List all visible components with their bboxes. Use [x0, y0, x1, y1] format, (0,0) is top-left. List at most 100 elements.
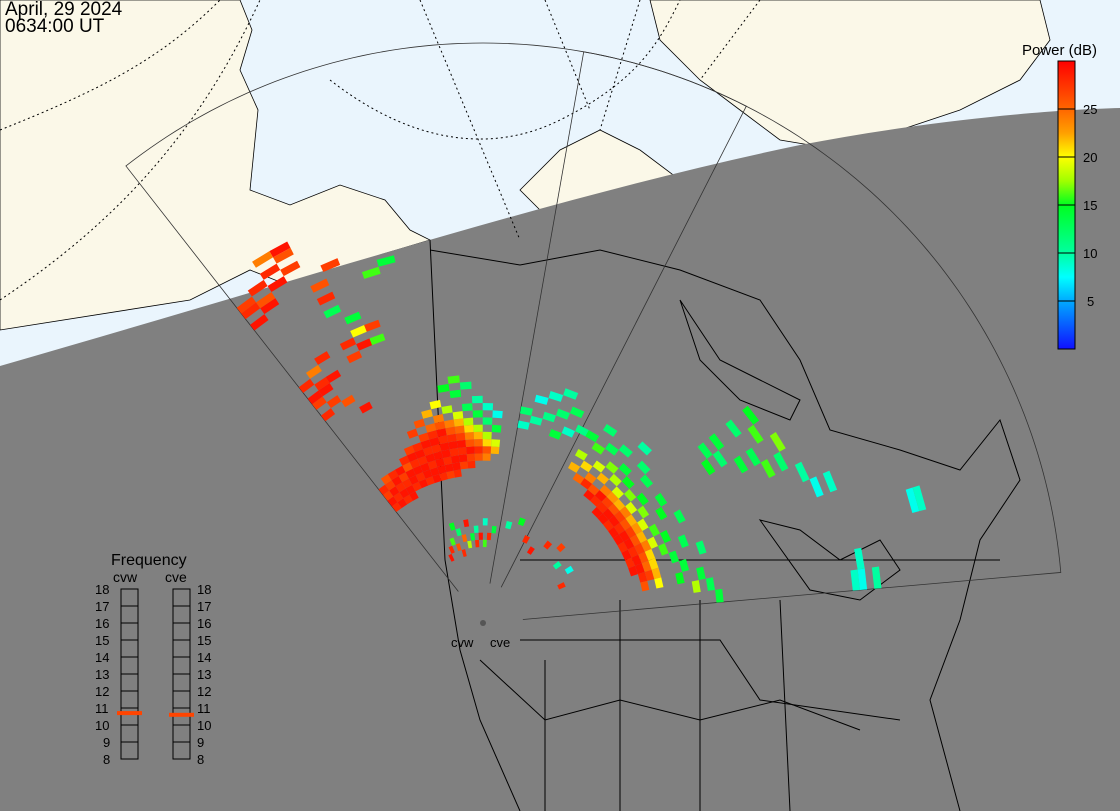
- echo-cell: [809, 476, 824, 498]
- echo-cell: [486, 532, 492, 541]
- frequency-tick-label: 16: [95, 616, 109, 631]
- echo-cell: [350, 325, 367, 338]
- echo-cell: [439, 472, 449, 481]
- echo-cell: [314, 351, 331, 365]
- echo-cell: [441, 405, 453, 415]
- echo-cell: [456, 439, 467, 449]
- frequency-tick-label: 14: [197, 650, 211, 665]
- echo-cell: [492, 410, 503, 419]
- echo-cell: [393, 492, 404, 503]
- echo-cell: [236, 296, 257, 314]
- echo-cell: [405, 484, 416, 495]
- echo-cell: [406, 452, 418, 463]
- echo-cell: [414, 449, 426, 459]
- colorbar-tick-label: 15: [1083, 198, 1097, 213]
- radar-field-of-view: [125, 42, 1062, 620]
- echo-cell: [602, 508, 615, 520]
- echo-cell: [651, 567, 662, 580]
- echo-cell: [623, 538, 635, 550]
- echo-cell: [905, 487, 920, 513]
- echo-cell: [561, 426, 576, 438]
- echo-cell: [391, 475, 403, 487]
- echo-cell: [482, 431, 492, 440]
- echo-cell: [408, 475, 419, 485]
- echo-cell: [320, 258, 341, 273]
- frequency-tick-label: 16: [197, 616, 211, 631]
- echo-cell: [461, 403, 473, 412]
- echo-cell: [850, 569, 860, 591]
- echo-cell: [339, 337, 357, 351]
- echo-cell: [912, 485, 927, 512]
- echo-cell: [760, 459, 776, 478]
- echo-cell: [625, 557, 635, 569]
- echo-cell: [305, 364, 322, 379]
- echo-cell: [435, 458, 445, 468]
- echo-cell: [461, 549, 467, 557]
- echo-cell: [361, 266, 381, 279]
- colorbar-tick-label: 25: [1083, 102, 1097, 117]
- frequency-tick-label: 8: [103, 752, 110, 767]
- echo-cell: [625, 514, 638, 527]
- echo-cell: [452, 462, 461, 471]
- echo-cell: [675, 571, 685, 585]
- echo-cell: [380, 474, 392, 485]
- echo-cell: [517, 420, 530, 430]
- echo-cell: [432, 414, 445, 424]
- night-region: [0, 108, 1120, 811]
- echo-cell: [701, 458, 716, 476]
- echo-cell: [591, 442, 606, 455]
- echo-cell: [569, 406, 585, 419]
- echo-cell: [627, 546, 639, 558]
- echo-cell: [463, 519, 470, 528]
- frequency-tick-label: 8: [197, 752, 204, 767]
- echo-cell: [395, 482, 406, 493]
- echo-cell: [591, 506, 603, 519]
- echo-cell: [619, 506, 632, 519]
- frequency-radar-label-cve: cve: [165, 569, 187, 585]
- echo-cell: [505, 520, 513, 530]
- echo-cell: [587, 483, 600, 496]
- echo-cell: [448, 545, 455, 554]
- echo-cell: [402, 462, 413, 473]
- echo-cell: [403, 494, 413, 505]
- echo-cell: [644, 569, 655, 581]
- echo-cell: [471, 395, 483, 404]
- echo-cell: [612, 534, 624, 546]
- echo-cell: [725, 419, 742, 438]
- echo-cell: [272, 247, 294, 264]
- echo-cell: [629, 534, 641, 547]
- echo-cell: [614, 510, 626, 523]
- echo-cell: [742, 405, 760, 425]
- echo-cell: [474, 446, 483, 454]
- echo-cell: [637, 572, 648, 583]
- echo-cell: [431, 444, 442, 454]
- echo-cell: [534, 394, 549, 405]
- echo-cell: [618, 444, 633, 458]
- echo-cell: [715, 588, 724, 603]
- echo-cell: [437, 465, 447, 475]
- echo-cell: [634, 563, 645, 575]
- echo-cell: [464, 432, 475, 440]
- echo-cell: [376, 255, 396, 267]
- echo-cell: [412, 465, 423, 476]
- echo-cell: [473, 431, 483, 440]
- frequency-radar-label-cvw: cvw: [113, 569, 138, 585]
- frequency-tick-label: 13: [95, 667, 109, 682]
- echo-cell: [434, 421, 446, 431]
- echo-cell: [398, 455, 410, 466]
- echo-cell: [522, 534, 530, 544]
- echo-cell: [712, 450, 728, 468]
- echo-cell: [385, 480, 396, 491]
- echo-cell: [420, 439, 432, 450]
- echo-cell: [452, 411, 464, 420]
- echo-cell: [472, 410, 483, 418]
- echo-cell: [619, 530, 630, 542]
- echo-cell: [602, 519, 614, 532]
- echo-cell: [394, 465, 406, 476]
- echo-cell: [625, 501, 638, 515]
- echo-cell: [463, 417, 474, 426]
- echo-cell: [314, 376, 330, 391]
- frequency-tick-label: 15: [95, 633, 109, 648]
- echo-cell: [605, 461, 619, 474]
- echo-cell: [359, 401, 373, 414]
